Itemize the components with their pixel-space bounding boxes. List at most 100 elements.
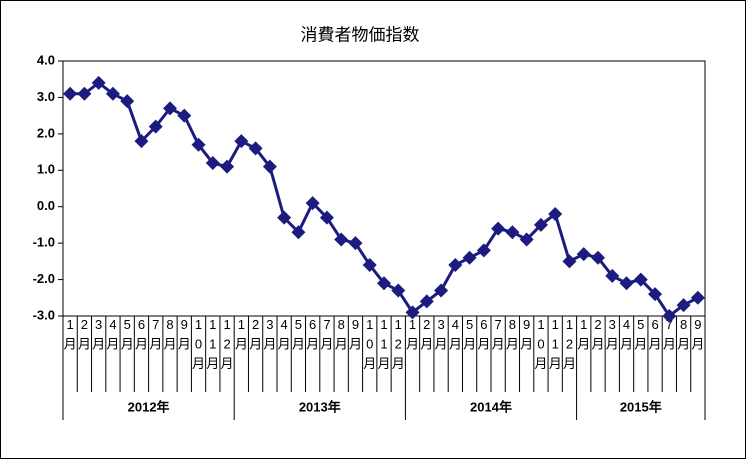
marker [519, 232, 534, 247]
y-tick-label: -1.0 [33, 235, 55, 250]
marker [648, 287, 663, 302]
marker [105, 86, 120, 101]
marker [491, 221, 506, 236]
plot-area [62, 60, 706, 317]
chart-title: 消費者物価指数 [301, 25, 420, 44]
marker [391, 283, 406, 298]
marker [462, 250, 477, 265]
y-tick-label: 1.0 [37, 162, 55, 177]
marker [163, 101, 177, 116]
marker [205, 156, 220, 170]
marker [576, 247, 591, 262]
marker [690, 290, 705, 305]
x-group-label: 2015年 [620, 399, 662, 414]
marker [63, 86, 78, 101]
y-tick-label: -2.0 [33, 271, 55, 286]
marker [476, 243, 491, 258]
marker [591, 250, 605, 265]
marker [434, 283, 449, 298]
marker [234, 134, 249, 149]
marker [562, 254, 577, 269]
marker [134, 134, 149, 149]
marker [277, 210, 292, 225]
marker [262, 159, 277, 174]
marker [291, 225, 306, 240]
marker [334, 232, 349, 247]
marker [405, 305, 420, 320]
marker [319, 210, 334, 225]
marker [362, 258, 377, 272]
marker [248, 141, 263, 156]
y-tick-label: 0.0 [37, 198, 55, 213]
marker [348, 236, 363, 251]
marker [662, 309, 677, 323]
marker [676, 298, 691, 313]
marker [177, 108, 192, 123]
x-group-label: 2012年 [128, 399, 170, 414]
marker [377, 276, 391, 291]
marker [91, 75, 106, 90]
marker [533, 217, 548, 232]
marker [220, 159, 235, 174]
marker [605, 268, 620, 283]
marker [633, 272, 648, 287]
x-group-label: 2013年 [299, 399, 341, 414]
y-tick-label: 4.0 [37, 52, 55, 67]
marker [419, 294, 434, 309]
marker [120, 94, 135, 109]
marker [77, 86, 92, 101]
y-tick-label: 3.0 [37, 89, 55, 104]
marker [448, 258, 463, 272]
x-group-label: 2014年 [470, 399, 512, 414]
marker [148, 119, 163, 134]
marker [548, 207, 563, 221]
marker [305, 196, 320, 211]
y-tick-label: -3.0 [33, 307, 55, 322]
y-tick-label: 2.0 [37, 125, 55, 140]
